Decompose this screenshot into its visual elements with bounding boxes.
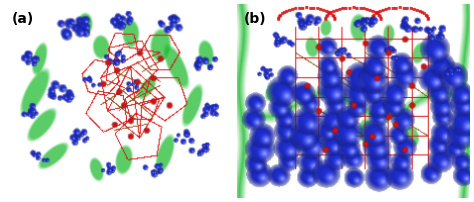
Text: (a): (a) bbox=[11, 12, 34, 26]
Text: (b): (b) bbox=[244, 12, 266, 26]
